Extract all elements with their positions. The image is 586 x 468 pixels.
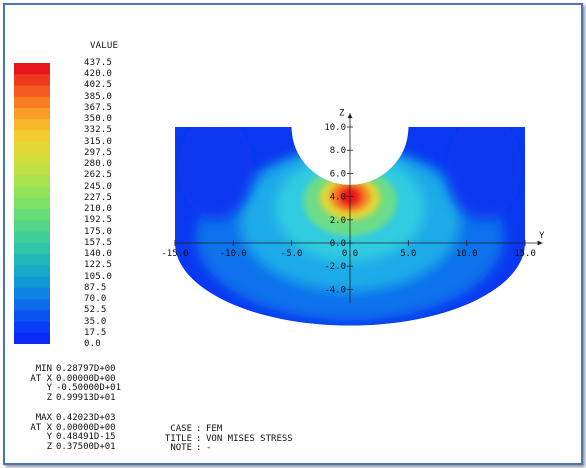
y-tick-label: -10.0: [220, 249, 247, 259]
legend-swatch: [14, 265, 50, 278]
legend-tick-label: 70.0: [84, 294, 107, 305]
plot-axes: Y Z -15.0 -10.0 -5.0 0.0 5.0 10.0 15.0 10.0 8.0 6.0…: [161, 108, 545, 304]
legend-tick-label: 35.0: [84, 316, 107, 327]
legend-color-bar: [14, 63, 50, 344]
legend-swatch: [14, 85, 50, 98]
legend-swatch: [14, 175, 50, 188]
legend-swatch: [14, 231, 50, 244]
legend-tick-label: 52.5: [84, 305, 107, 316]
legend-tick-label: 385.0: [84, 91, 113, 102]
legend-swatch: [14, 96, 50, 109]
z-tick-label: 0.0: [330, 239, 346, 249]
legend-tick-label: 437.5: [84, 58, 113, 68]
note-value: -: [206, 443, 212, 453]
legend-tick-label: 315.0: [84, 136, 113, 147]
legend-swatch: [14, 220, 50, 233]
legend-swatch: [14, 119, 50, 132]
legend-tick-label: 192.5: [84, 215, 113, 226]
legend-tick-label: 17.5: [84, 327, 107, 338]
legend-swatch: [14, 197, 50, 210]
legend-tick-label: 350.0: [84, 114, 113, 125]
legend-swatch: [14, 287, 50, 300]
legend-tick-label: 297.5: [84, 147, 113, 158]
legend-swatch: [14, 276, 50, 289]
case-label: CASE: [170, 424, 192, 434]
legend-tick-label: 332.5: [84, 125, 113, 136]
legend-title: VALUE: [90, 41, 119, 51]
title-value: VON MISES STRESS: [206, 433, 293, 444]
legend-swatch: [14, 310, 50, 323]
legend-swatch: [14, 299, 50, 311]
legend-tick-label: 122.5: [84, 260, 113, 271]
legend-swatch: [14, 141, 50, 154]
note-label: NOTE: [170, 443, 192, 453]
z-tick-label: 6.0: [330, 169, 346, 179]
y-tick-label: -5.0: [281, 249, 303, 259]
z-tick-label: 2.0: [330, 216, 346, 226]
y-tick-label: 10.0: [456, 249, 478, 259]
z-tick-label: 8.0: [330, 146, 346, 156]
legend-tick-label: 0.0: [84, 339, 101, 349]
legend-swatch: [14, 321, 50, 334]
legend-tick-label: 280.0: [84, 159, 113, 170]
z-tick-label: -4.0: [324, 285, 346, 295]
legend-tick-label: 87.5: [84, 282, 107, 293]
legend-swatch: [14, 186, 50, 199]
legend-tick-label: 245.0: [84, 181, 113, 192]
y-axis-label: Y: [539, 231, 545, 241]
legend-swatch: [14, 254, 50, 266]
case-value: FEM: [206, 424, 223, 434]
legend-swatch: [14, 107, 50, 120]
legend-swatch: [14, 130, 50, 143]
y-tick-label: 15.0: [514, 249, 536, 259]
legend-swatch: [14, 332, 50, 344]
legend-swatch: [14, 74, 50, 87]
legend-tick-label: 262.5: [84, 170, 113, 181]
z-axis-label: Z: [339, 108, 345, 118]
legend-tick-label: 227.5: [84, 192, 113, 203]
legend-tick-label: 105.0: [84, 271, 113, 282]
legend-swatch: [14, 152, 50, 165]
legend-tick-label: 402.5: [84, 80, 113, 91]
y-tick-label: 5.0: [400, 249, 416, 259]
y-tick-label: 0.0: [342, 249, 358, 259]
legend-tick-label: 140.0: [84, 249, 113, 260]
title-label: TITLE: [164, 433, 192, 444]
legend-tick-label: 210.0: [84, 204, 113, 215]
z-tick-label: -2.0: [324, 262, 346, 272]
legend-tick-label: 420.0: [84, 69, 113, 80]
legend-swatch: [14, 63, 50, 75]
y-tick-label: -15.0: [161, 249, 188, 259]
legend-tick-label: 367.5: [84, 102, 113, 113]
legend-tick-label: 175.0: [84, 226, 113, 237]
legend-swatch: [14, 164, 50, 176]
z-tick-label: 4.0: [330, 193, 346, 203]
legend-swatch: [14, 209, 50, 221]
legend-tick-label: 157.5: [84, 237, 113, 248]
z-tick-label: 10.0: [324, 123, 346, 133]
legend-swatch: [14, 242, 50, 255]
legend-tick-labels: 437.5 420.0 402.5 385.0 367.5 350.0 332.5 315.0…: [84, 58, 144, 358]
